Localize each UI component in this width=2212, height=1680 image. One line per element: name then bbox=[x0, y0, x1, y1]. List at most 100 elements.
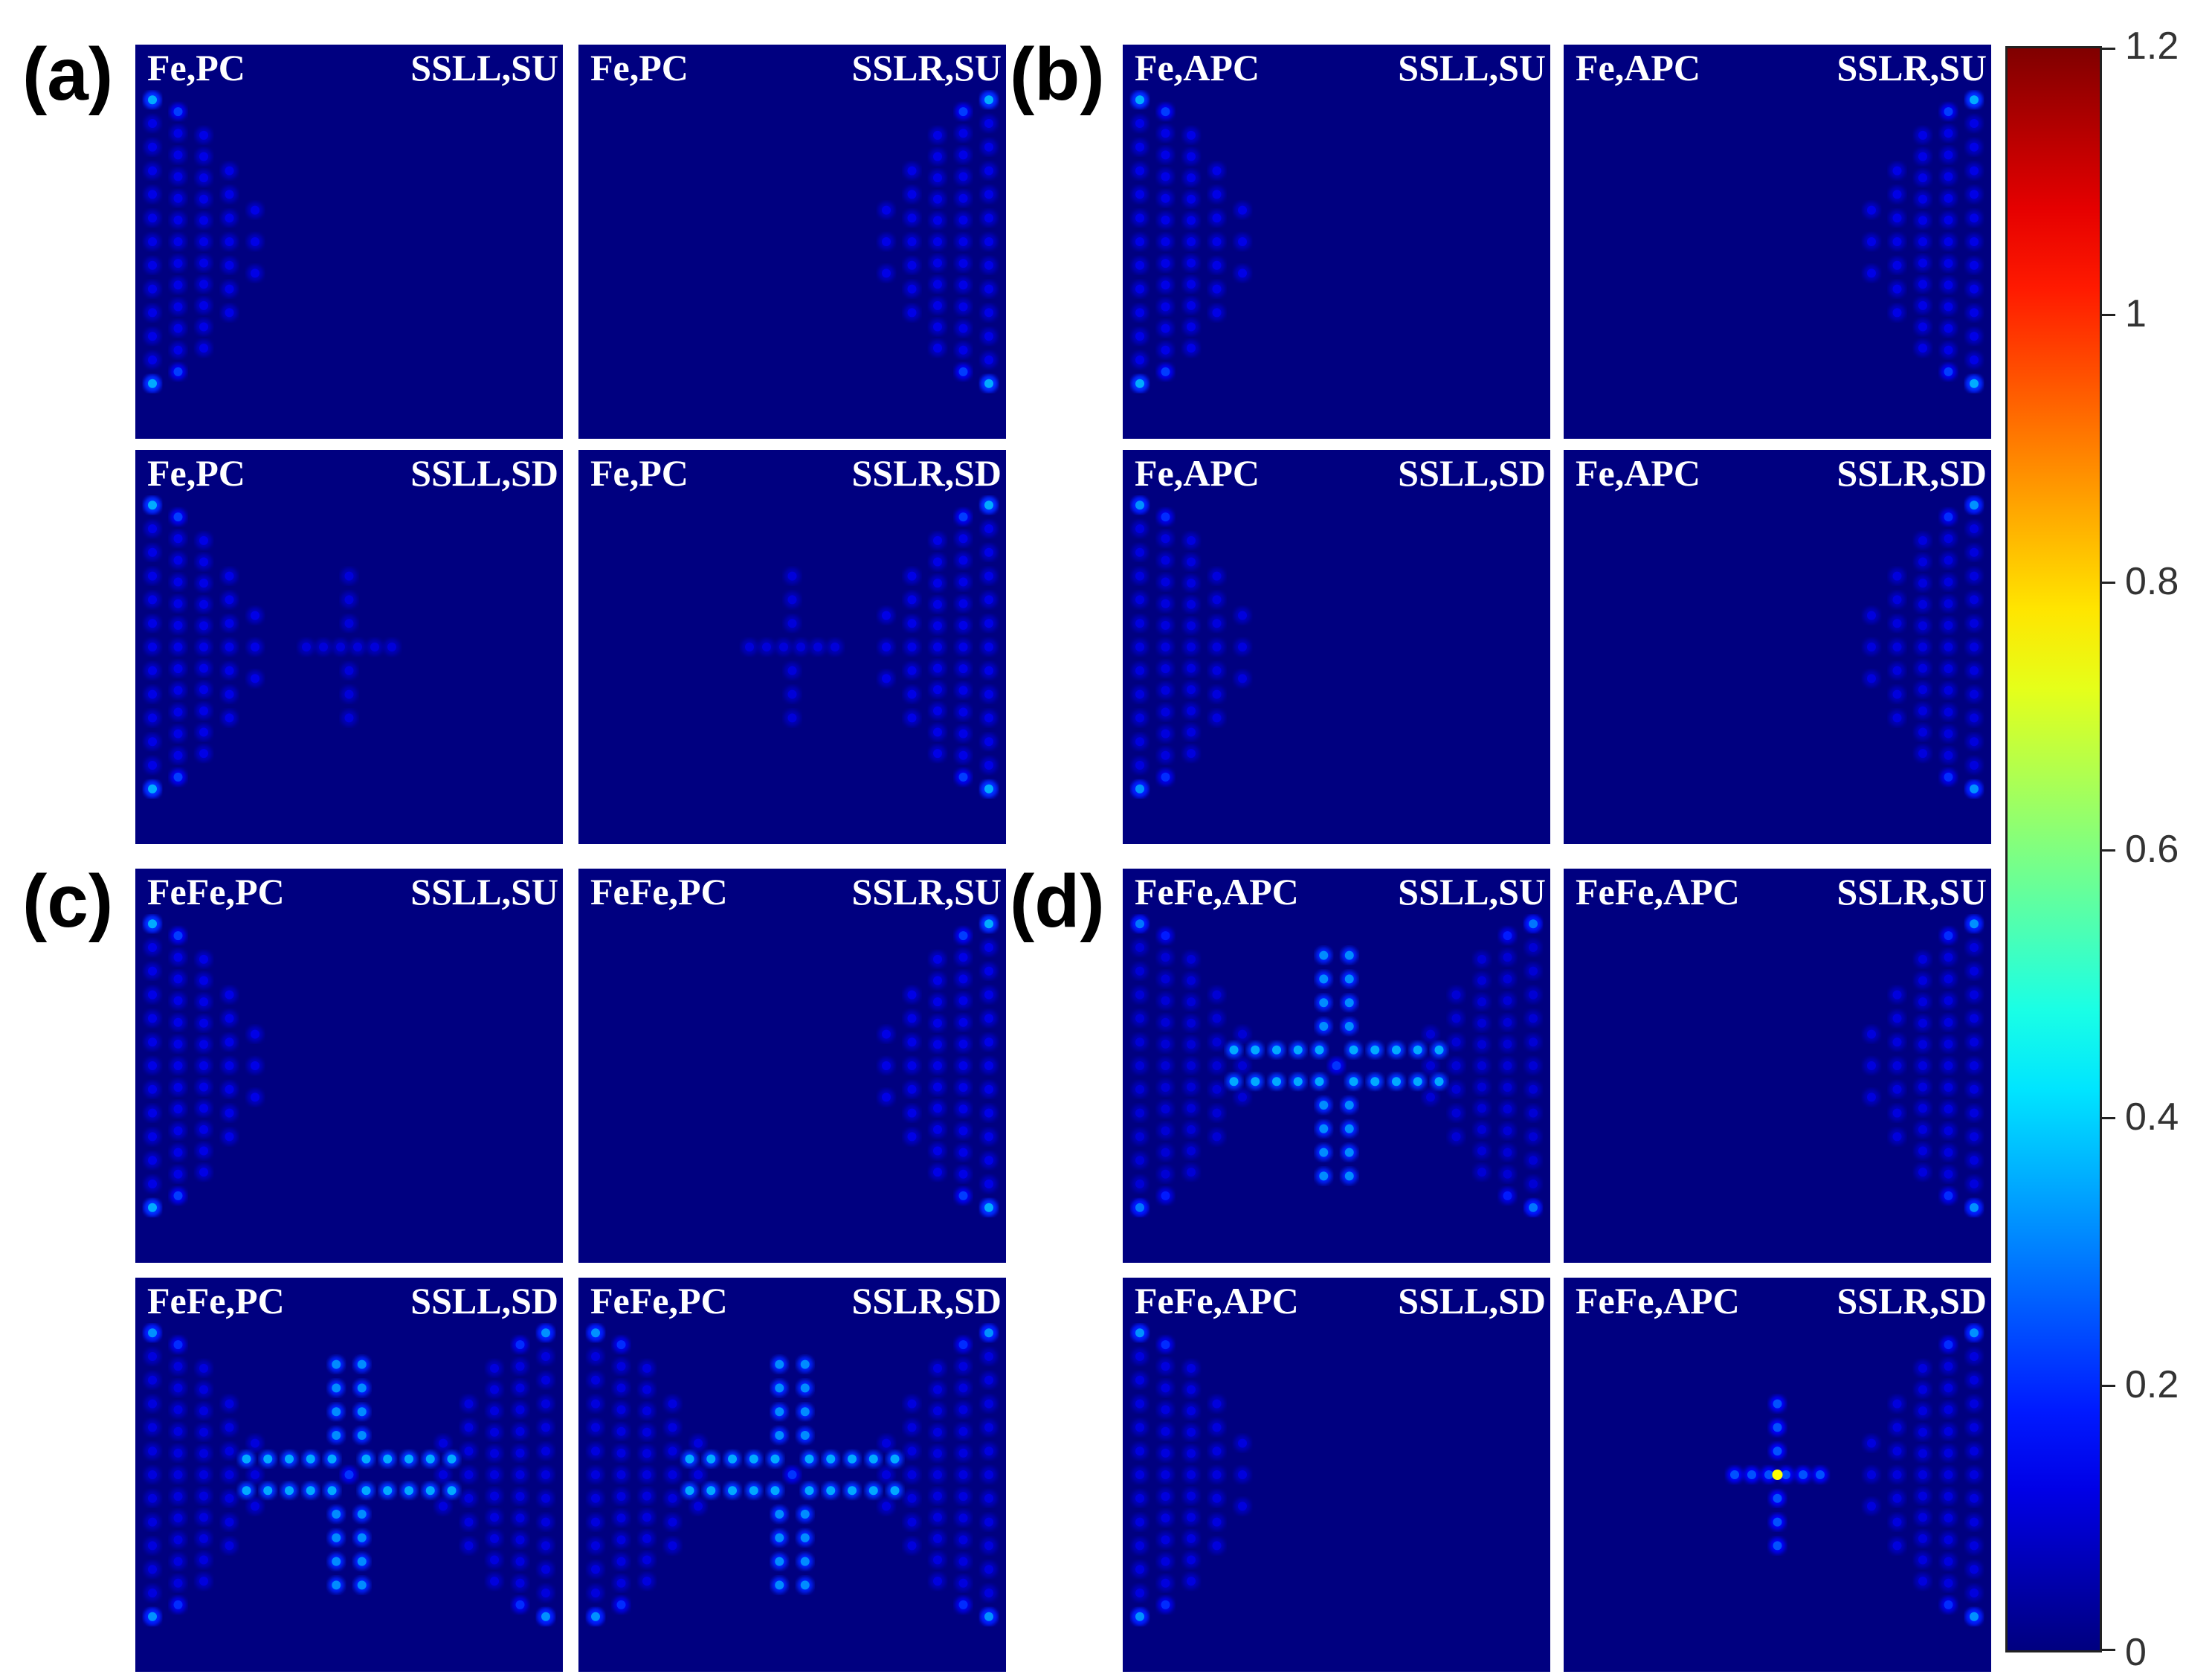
density-peak bbox=[1349, 1077, 1358, 1087]
density-peak bbox=[148, 1179, 157, 1188]
heatmap-subplot: FeFe,APC SSLR,SU bbox=[1564, 869, 1991, 1263]
density-peak bbox=[1944, 129, 1953, 138]
density-peak bbox=[1135, 761, 1144, 770]
density-peak bbox=[1529, 943, 1538, 952]
density-peak bbox=[1161, 577, 1170, 587]
density-peak bbox=[344, 571, 354, 581]
density-peak bbox=[515, 1578, 525, 1588]
colorbar-tick-label: 0 bbox=[2125, 1631, 2147, 1674]
density-peak bbox=[787, 619, 797, 628]
density-peak bbox=[1212, 166, 1222, 176]
density-peak bbox=[199, 685, 208, 695]
density-peak bbox=[1212, 1470, 1222, 1479]
density-peak bbox=[1187, 1577, 1196, 1586]
density-peak bbox=[787, 713, 797, 723]
density-peak bbox=[642, 1363, 651, 1373]
density-peak bbox=[984, 119, 993, 128]
density-peak bbox=[907, 1108, 917, 1118]
density-peak bbox=[706, 1454, 716, 1464]
density-peak bbox=[1135, 119, 1144, 128]
density-peak bbox=[199, 599, 208, 609]
density-peak bbox=[1529, 1203, 1538, 1212]
density-peak bbox=[1529, 1156, 1538, 1165]
density-peak bbox=[1970, 1423, 1979, 1432]
density-peak bbox=[1970, 966, 1979, 976]
subplot-system-label: Fe,PC bbox=[147, 47, 245, 88]
density-peak bbox=[1970, 1179, 1979, 1188]
density-peak bbox=[148, 119, 157, 128]
density-peak bbox=[515, 1448, 525, 1458]
density-peak bbox=[1892, 1108, 1902, 1118]
density-peak bbox=[933, 1513, 942, 1522]
density-peak bbox=[541, 1328, 550, 1338]
density-peak bbox=[1970, 737, 1979, 747]
density-peak bbox=[148, 1132, 157, 1142]
density-peak bbox=[1135, 1014, 1144, 1023]
density-peak bbox=[907, 190, 917, 199]
density-peak bbox=[464, 1446, 474, 1456]
density-peak bbox=[1944, 1017, 1953, 1027]
density-peak bbox=[173, 150, 183, 160]
density-peak bbox=[1212, 990, 1222, 1000]
density-peak bbox=[1970, 308, 1979, 318]
density-peak bbox=[1944, 931, 1953, 941]
density-peak bbox=[344, 689, 354, 699]
density-peak bbox=[173, 1600, 183, 1609]
density-peak bbox=[332, 1580, 341, 1590]
density-peak bbox=[1970, 1589, 1979, 1597]
density-peak bbox=[1944, 1383, 1953, 1393]
density-peak bbox=[907, 213, 917, 223]
density-peak bbox=[541, 1470, 550, 1479]
density-peak bbox=[1773, 1399, 1782, 1409]
density-peak bbox=[1135, 1328, 1144, 1338]
density-peak bbox=[439, 1502, 448, 1511]
density-peak bbox=[668, 1517, 677, 1527]
density-peak bbox=[148, 1446, 157, 1456]
density-peak bbox=[1799, 1470, 1808, 1479]
density-peak bbox=[616, 1362, 626, 1371]
density-peak bbox=[907, 1132, 917, 1142]
density-peak bbox=[225, 308, 234, 318]
density-peak bbox=[173, 512, 183, 522]
density-peak bbox=[1970, 1132, 1979, 1142]
density-peak bbox=[1503, 1061, 1512, 1070]
density-peak bbox=[1970, 95, 1979, 105]
density-peak bbox=[1944, 1448, 1953, 1458]
density-peak bbox=[1892, 308, 1902, 318]
density-peak bbox=[1319, 1101, 1329, 1110]
density-peak bbox=[1970, 784, 1979, 794]
density-peak bbox=[173, 324, 183, 333]
density-peak bbox=[958, 1148, 968, 1157]
density-peak bbox=[984, 1352, 993, 1361]
density-peak bbox=[1187, 1018, 1196, 1028]
density-peak bbox=[907, 166, 917, 176]
density-peak bbox=[1349, 1045, 1358, 1055]
colorbar-tick bbox=[2102, 582, 2115, 584]
density-peak bbox=[1867, 611, 1876, 620]
density-peak bbox=[1918, 1018, 1927, 1028]
density-peak bbox=[668, 1493, 677, 1503]
density-peak bbox=[148, 595, 157, 605]
density-peak bbox=[515, 1600, 525, 1609]
density-peak bbox=[1135, 1612, 1144, 1621]
subplot-system-label: FeFe,APC bbox=[1135, 1280, 1299, 1322]
density-peak bbox=[1892, 1446, 1902, 1456]
subplot-state-label: SSLL,SU bbox=[1398, 871, 1546, 913]
colorbar-tick-label: 1 bbox=[2125, 292, 2147, 335]
density-peak bbox=[1503, 996, 1512, 1005]
density-peak bbox=[907, 571, 917, 581]
density-peak bbox=[1319, 1022, 1329, 1031]
density-peak bbox=[1867, 268, 1876, 278]
density-peak bbox=[1918, 1385, 1927, 1394]
density-peak bbox=[302, 643, 311, 651]
density-peak bbox=[1370, 1045, 1380, 1055]
density-peak bbox=[1970, 1203, 1979, 1212]
density-peak bbox=[1187, 1146, 1196, 1156]
density-peak bbox=[694, 1470, 703, 1479]
density-peak bbox=[199, 749, 208, 759]
density-peak bbox=[251, 237, 259, 246]
colorbar-tick-label: 1.2 bbox=[2125, 25, 2179, 68]
density-peak bbox=[148, 547, 157, 557]
density-peak bbox=[787, 595, 797, 605]
density-peak bbox=[616, 1600, 626, 1609]
